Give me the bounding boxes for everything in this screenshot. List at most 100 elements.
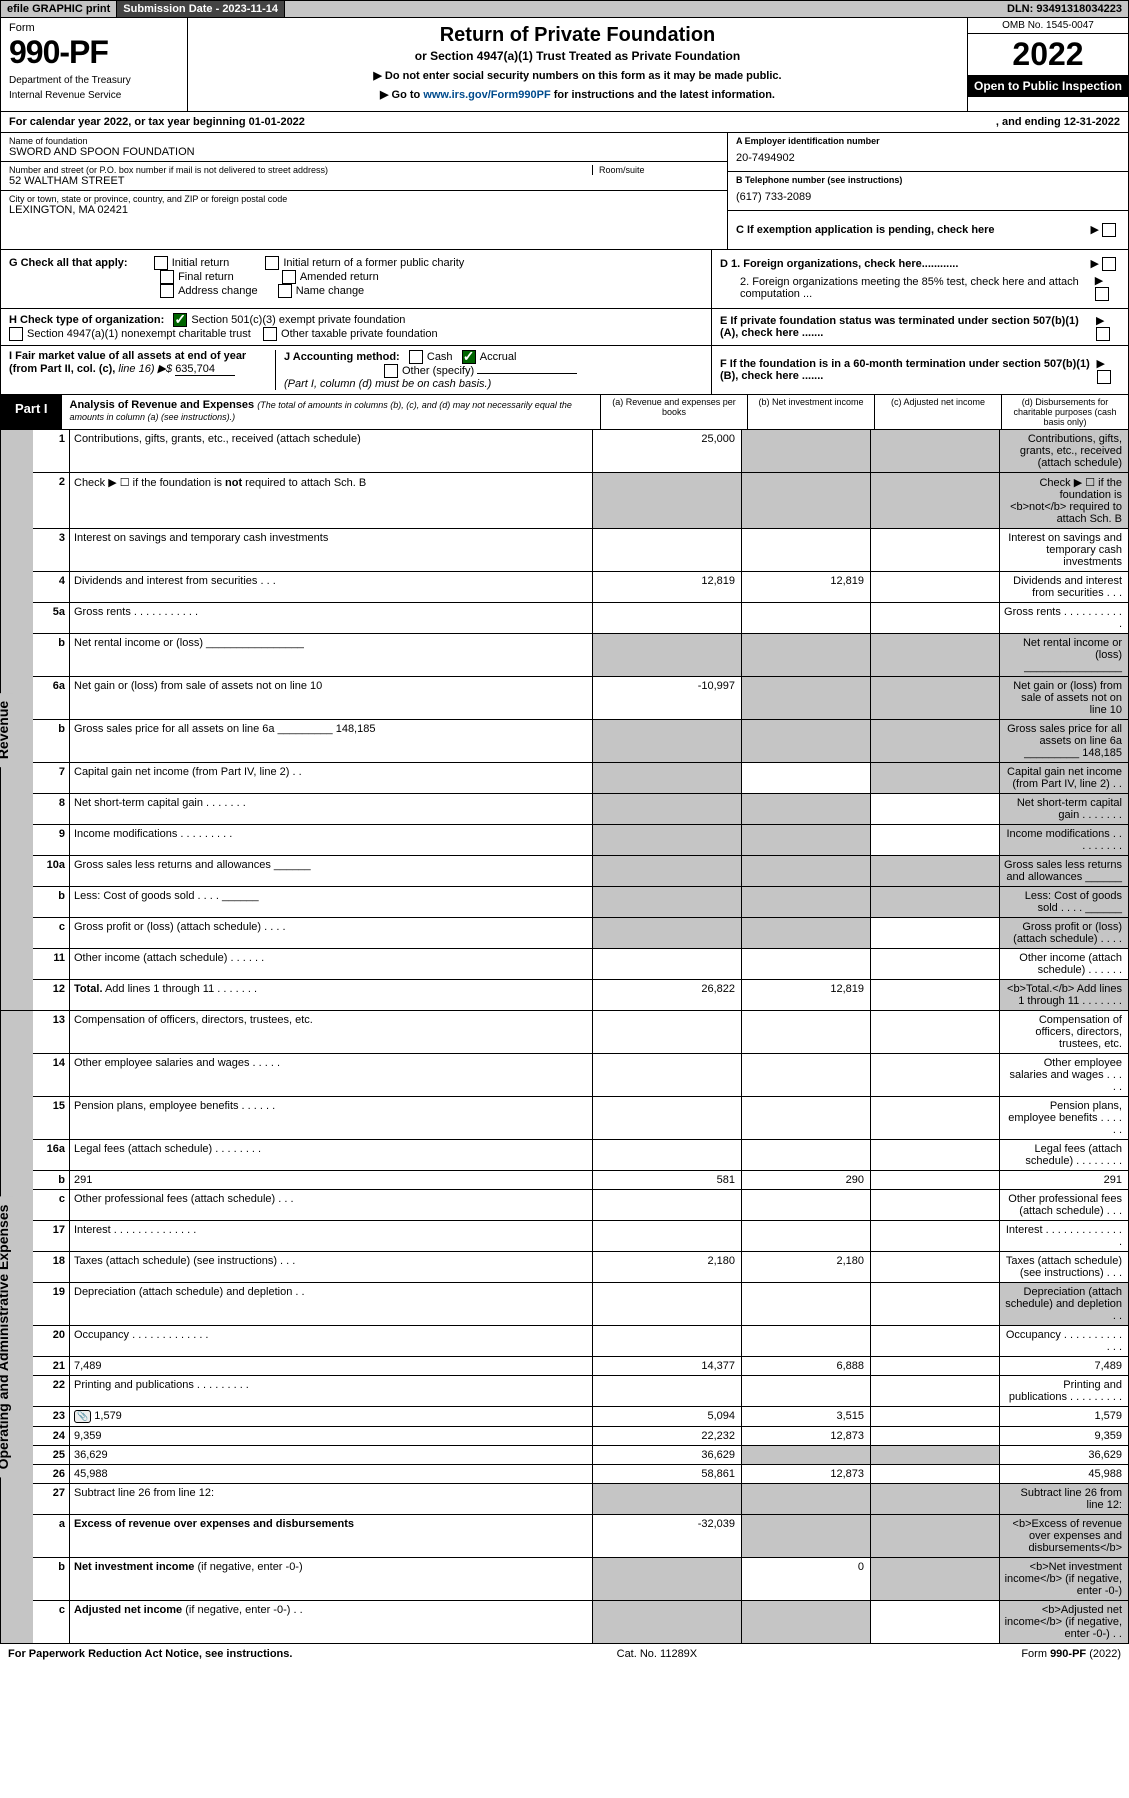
line-desc: Subtract line 26 from line 12: — [70, 1484, 593, 1515]
g-final-checkbox[interactable] — [160, 270, 174, 284]
h-501c3-checkbox[interactable] — [173, 313, 187, 327]
cell-d: Subtract line 26 from line 12: — [1000, 1484, 1129, 1515]
cell-d: Gross profit or (loss) (attach schedule)… — [1000, 918, 1129, 949]
cell-c — [871, 1171, 1000, 1190]
j-accrual-checkbox[interactable] — [462, 350, 476, 364]
g-name-checkbox[interactable] — [278, 284, 292, 298]
cell-d: Interest . . . . . . . . . . . . . . — [1000, 1221, 1129, 1252]
cell-c — [871, 430, 1000, 473]
cell-a — [593, 1558, 742, 1601]
cell-a — [593, 1097, 742, 1140]
cell-c — [871, 529, 1000, 572]
irs-link[interactable]: www.irs.gov/Form990PF — [423, 89, 550, 101]
h-other-checkbox[interactable] — [263, 327, 277, 341]
tel-value: (617) 733-2089 — [736, 191, 1120, 203]
cell-a — [593, 887, 742, 918]
tax-year: 2022 — [968, 34, 1128, 75]
cell-b — [742, 677, 871, 720]
line-desc: Contributions, gifts, grants, etc., rece… — [70, 430, 593, 473]
cell-b — [742, 1283, 871, 1326]
e-label: E If private foundation status was termi… — [720, 315, 1096, 339]
cell-c — [871, 1465, 1000, 1484]
efile-button[interactable]: efile GRAPHIC print — [1, 1, 117, 17]
cell-b — [742, 1221, 871, 1252]
line-desc: Less: Cost of goods sold . . . . ______ — [70, 887, 593, 918]
c-label: C If exemption application is pending, c… — [736, 224, 995, 236]
attach-icon[interactable]: 📎 — [74, 1410, 91, 1423]
cell-c — [871, 1140, 1000, 1171]
c-checkbox[interactable] — [1102, 223, 1116, 237]
cell-c — [871, 603, 1000, 634]
line-desc: Excess of revenue over expenses and disb… — [70, 1515, 593, 1558]
line-num: 1 — [33, 430, 70, 473]
line-num: 4 — [33, 572, 70, 603]
line-desc: 7,489 — [70, 1357, 593, 1376]
cell-b — [742, 720, 871, 763]
cell-a — [593, 1326, 742, 1357]
line-desc: Gross profit or (loss) (attach schedule)… — [70, 918, 593, 949]
g-amended-checkbox[interactable] — [282, 270, 296, 284]
cell-a — [593, 634, 742, 677]
line-num: 10a — [33, 856, 70, 887]
line-num: 9 — [33, 825, 70, 856]
cell-c — [871, 1221, 1000, 1252]
cell-d: 45,988 — [1000, 1465, 1129, 1484]
d1-checkbox[interactable] — [1102, 257, 1116, 271]
cell-c — [871, 1558, 1000, 1601]
cell-b — [742, 825, 871, 856]
cell-c — [871, 1427, 1000, 1446]
cell-c — [871, 763, 1000, 794]
line-desc: 9,359 — [70, 1427, 593, 1446]
line-desc: Taxes (attach schedule) (see instruction… — [70, 1252, 593, 1283]
cell-b — [742, 794, 871, 825]
d2-label: 2. Foreign organizations meeting the 85%… — [720, 276, 1095, 300]
cell-d: Gross rents . . . . . . . . . . . — [1000, 603, 1129, 634]
cal-end: , and ending 12-31-2022 — [996, 116, 1120, 128]
cell-c — [871, 1011, 1000, 1054]
irs-label: Internal Revenue Service — [9, 90, 179, 101]
form-footer: Form 990-PF (2022) — [1021, 1648, 1121, 1660]
g-label: G Check all that apply: — [9, 257, 128, 269]
cell-c — [871, 677, 1000, 720]
cell-b — [742, 887, 871, 918]
j-cash-checkbox[interactable] — [409, 350, 423, 364]
cell-d: Contributions, gifts, grants, etc., rece… — [1000, 430, 1129, 473]
line-desc: Dividends and interest from securities .… — [70, 572, 593, 603]
e-checkbox[interactable] — [1096, 327, 1110, 341]
line-num: 17 — [33, 1221, 70, 1252]
cell-c — [871, 1054, 1000, 1097]
cell-d: Dividends and interest from securities .… — [1000, 572, 1129, 603]
h-4947-checkbox[interactable] — [9, 327, 23, 341]
line-num: b — [33, 1558, 70, 1601]
cell-b: 12,873 — [742, 1427, 871, 1446]
cell-a — [593, 918, 742, 949]
f-checkbox[interactable] — [1097, 370, 1111, 384]
cell-a — [593, 1011, 742, 1054]
line-num: 6a — [33, 677, 70, 720]
g-initial-former-checkbox[interactable] — [265, 256, 279, 270]
table-row: 4Dividends and interest from securities … — [1, 572, 1129, 603]
form-word: Form — [9, 22, 179, 34]
cell-d: Net rental income or (loss) ____________… — [1000, 634, 1129, 677]
identity-block: Name of foundation SWORD AND SPOON FOUND… — [0, 133, 1129, 250]
g-initial-checkbox[interactable] — [154, 256, 168, 270]
table-row: cAdjusted net income (if negative, enter… — [1, 1601, 1129, 1644]
g-d-block: G Check all that apply: Initial return I… — [0, 250, 1129, 309]
dln: DLN: 93491318034223 — [1001, 1, 1128, 17]
cell-c — [871, 1283, 1000, 1326]
calendar-row: For calendar year 2022, or tax year begi… — [0, 112, 1129, 133]
cell-a: -10,997 — [593, 677, 742, 720]
cell-b — [742, 529, 871, 572]
d2-checkbox[interactable] — [1095, 287, 1109, 301]
j-other-checkbox[interactable] — [384, 364, 398, 378]
table-row: 20Occupancy . . . . . . . . . . . . .Occ… — [1, 1326, 1129, 1357]
table-row: 22Printing and publications . . . . . . … — [1, 1376, 1129, 1407]
line-num: c — [33, 1190, 70, 1221]
line-desc: Net investment income (if negative, ente… — [70, 1558, 593, 1601]
cell-a: 26,822 — [593, 980, 742, 1011]
cell-a — [593, 1484, 742, 1515]
line-desc: 📎 1,579 — [70, 1407, 593, 1427]
g-address-checkbox[interactable] — [160, 284, 174, 298]
ssn-warning: ▶ Do not enter social security numbers o… — [200, 69, 955, 82]
cell-d: Capital gain net income (from Part IV, l… — [1000, 763, 1129, 794]
